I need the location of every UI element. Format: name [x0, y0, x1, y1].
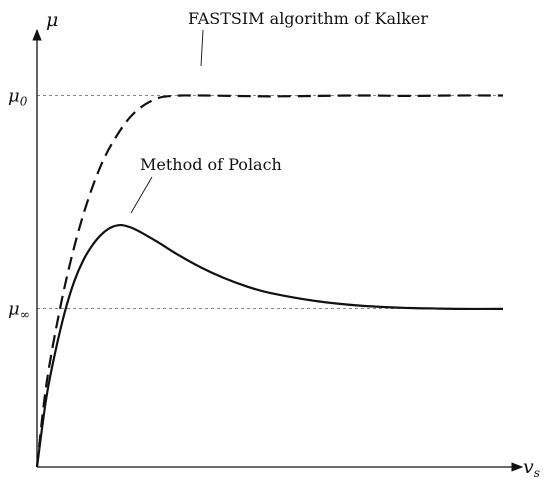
series-lines — [35, 94, 504, 468]
annotation-leader-1 — [130, 176, 153, 214]
x-axis-label-sub: s — [534, 466, 540, 480]
annotation-label-0: FASTSIM algorithm of Kalker — [188, 9, 428, 28]
y-tick-label-main: μ — [8, 85, 20, 106]
y-tick-label-sub: 0 — [20, 94, 28, 108]
annotation-leader-0 — [200, 29, 204, 67]
annotation-label-1: Method of Polach — [140, 155, 282, 174]
y-tick-label-sub: ∞ — [20, 307, 30, 321]
y-tick-label-0: μ0 — [8, 85, 28, 108]
y-axis-label: μ — [46, 9, 58, 31]
series-line-1 — [35, 223, 504, 468]
y-tick-label-main: μ — [8, 298, 20, 319]
x-axis-label-main: v — [523, 456, 534, 478]
series-line-0 — [35, 94, 504, 468]
x-axis-label: vs — [523, 456, 540, 480]
y-tick-labels: μ0μ∞ — [8, 85, 30, 321]
annotations: FASTSIM algorithm of Kalker Method of Pol… — [130, 9, 428, 214]
y-tick-label-1: μ∞ — [8, 298, 30, 321]
reference-lines — [37, 94, 503, 309]
